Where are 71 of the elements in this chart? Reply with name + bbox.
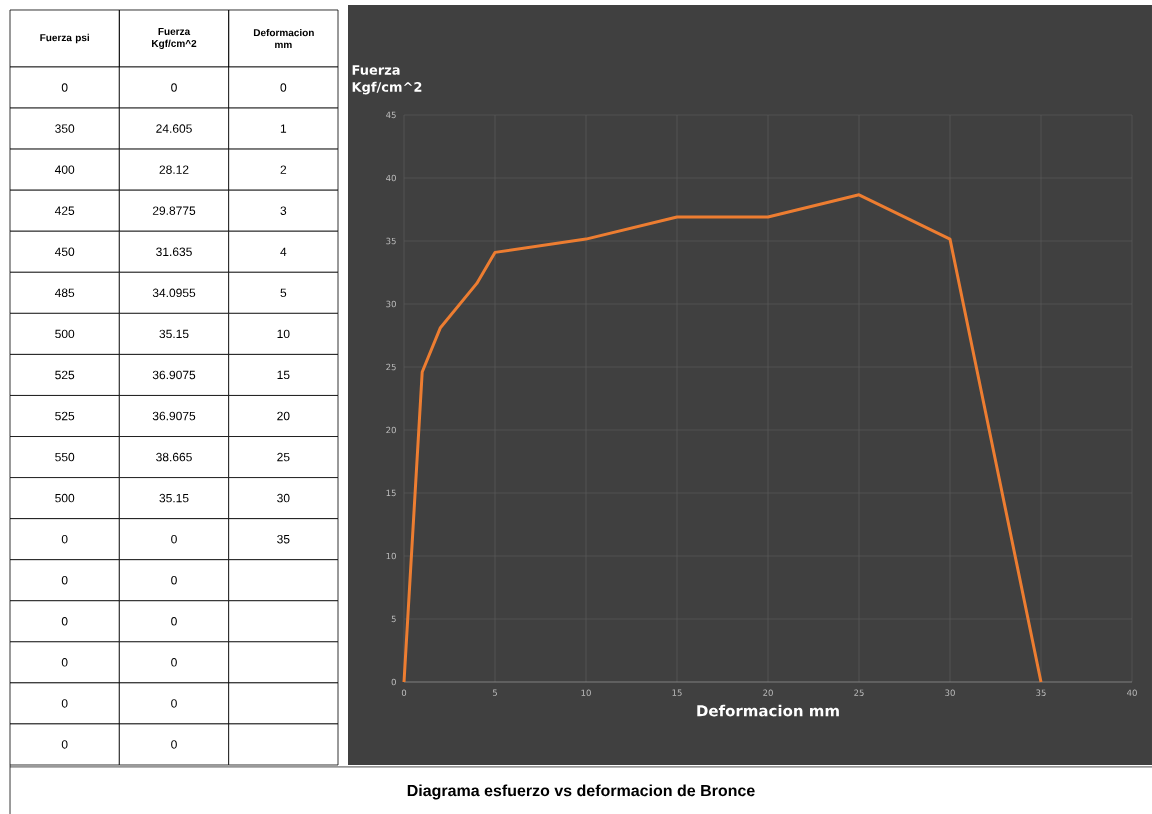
data-label: 30 (277, 493, 290, 503)
x-tick-label: 0 (401, 689, 407, 696)
y-tick-label: 30 (386, 300, 396, 308)
x-tick-label: Deformacion mm (253, 28, 314, 49)
data-label: 0 (61, 658, 68, 667)
data-label: 0 (61, 575, 68, 585)
x-tick-label: 40 (1127, 689, 1137, 696)
x-tick-label: 35 (1036, 689, 1046, 696)
data-label: 0 (61, 740, 68, 749)
data-label: 34.0955 (152, 288, 196, 298)
x-axis-title: Deformacion mm (697, 704, 839, 717)
data-label: 0 (171, 575, 177, 585)
data-label: 10 (277, 329, 290, 339)
data-label: 24.605 (156, 124, 192, 133)
data-label: 36.9075 (152, 370, 196, 380)
data-label: 2 (280, 165, 287, 174)
y-tick-label: 15 (386, 489, 396, 497)
data-label: 0 (171, 83, 177, 92)
data-label: 0 (61, 699, 68, 708)
data-label: 29.8775 (152, 206, 196, 215)
data-label: 350 (55, 124, 75, 133)
data-label: 15 (277, 370, 290, 380)
data-label: 0 (171, 658, 177, 667)
data-label: 28.12 (159, 165, 189, 174)
y-tick-label: 40 (386, 174, 396, 182)
data-label: 38.665 (156, 452, 192, 462)
data-label: 0 (280, 83, 287, 92)
data-label: 485 (54, 288, 75, 298)
data-label: 25 (277, 452, 290, 462)
x-tick-label: 25 (854, 689, 864, 696)
data-label: 425 (54, 206, 75, 215)
x-tick-label: 30 (945, 689, 955, 696)
data-label: 0 (61, 83, 68, 92)
data-label: 35.15 (159, 493, 189, 503)
data-label: 20 (277, 411, 290, 421)
text: Diagrama esfuerzo vs deformacion de Bronce (407, 784, 755, 800)
data-label: 450 (54, 247, 75, 256)
y-tick-label: 25 (386, 363, 396, 371)
data-label: 550 (55, 452, 75, 462)
data-label: 5 (280, 288, 287, 297)
data-label: 4 (280, 247, 287, 256)
x-tick-label: 10 (581, 689, 591, 696)
data-label: 0 (61, 534, 68, 544)
y-tick-label: 35 (386, 237, 396, 245)
x-tick-label: Fuerza Kgf/cm^2 (152, 27, 197, 49)
x-tick-label: 20 (763, 689, 773, 696)
data-label: 1 (280, 124, 287, 133)
data-label: 400 (54, 165, 75, 174)
data-label: 36.9075 (152, 411, 196, 421)
data-label: 35 (277, 534, 290, 544)
data-label: 525 (55, 370, 75, 380)
x-tick-label: 5 (492, 689, 497, 696)
data-label: 500 (55, 493, 75, 503)
y-tick-label: 20 (386, 426, 396, 434)
y-axis-title: Fuerza Kgf/cm^2 (352, 65, 422, 95)
y-tick-label: 0 (391, 678, 396, 686)
x-tick-label: 15 (672, 689, 682, 696)
x-tick-label: Fuerza psi (40, 33, 89, 44)
data-label: 0 (171, 617, 177, 626)
data-label: 0 (171, 699, 177, 708)
data-label: 0 (171, 534, 177, 544)
y-tick-label: 45 (386, 111, 396, 119)
data-label: 31.635 (156, 247, 192, 256)
data-label: 0 (171, 740, 177, 749)
y-tick-label: 5 (391, 615, 396, 623)
data-label: 35.15 (159, 329, 189, 339)
y-tick-label: 10 (386, 552, 396, 560)
data-label: 525 (55, 411, 75, 421)
data-label: 3 (280, 206, 287, 215)
data-label: 500 (55, 329, 75, 339)
data-label: 0 (61, 617, 68, 626)
